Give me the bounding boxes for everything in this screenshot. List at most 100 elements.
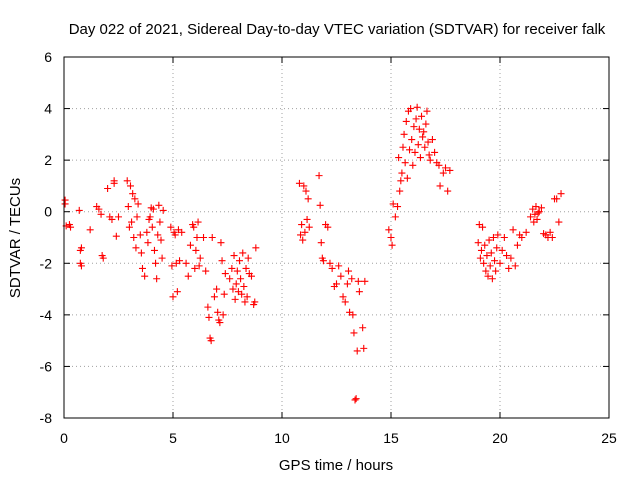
data-point (394, 203, 402, 211)
data-point (214, 308, 222, 316)
data-point (230, 252, 238, 260)
y-tick-label: -8 (40, 410, 53, 426)
y-tick-label: -6 (40, 358, 53, 374)
data-point (424, 138, 432, 146)
y-tick-label: 2 (44, 152, 52, 168)
data-point (191, 264, 199, 272)
data-point (534, 209, 542, 217)
data-point (533, 215, 541, 223)
data-point (353, 347, 361, 355)
data-point (339, 293, 347, 301)
data-point (176, 257, 184, 265)
data-point (326, 259, 334, 267)
data-point (143, 228, 151, 236)
data-point (546, 228, 554, 236)
data-point (317, 239, 325, 247)
data-point (344, 267, 352, 275)
data-point (522, 228, 530, 236)
data-point (555, 218, 563, 226)
data-point (477, 246, 485, 254)
data-point (387, 234, 395, 241)
data-point (156, 218, 164, 226)
data-point (385, 226, 393, 234)
data-point (511, 262, 519, 270)
data-point (194, 218, 202, 226)
data-point (226, 275, 234, 283)
y-tick-label: -2 (40, 255, 53, 271)
data-point (537, 204, 545, 212)
data-point (409, 161, 417, 169)
data-point (77, 244, 85, 252)
data-point (208, 234, 216, 241)
x-tick-label: 5 (169, 430, 177, 446)
data-point (123, 177, 131, 185)
data-point (481, 241, 489, 249)
data-point (349, 311, 357, 319)
data-point (171, 231, 179, 239)
data-point (149, 205, 157, 213)
data-point (410, 123, 418, 131)
data-point (129, 190, 137, 198)
data-points (61, 103, 565, 404)
data-point (431, 148, 439, 156)
data-point (205, 313, 213, 321)
x-axis-title: GPS time / hours (279, 457, 393, 474)
data-point (361, 277, 369, 285)
data-point (489, 234, 497, 241)
data-point (354, 277, 362, 285)
data-point (238, 290, 246, 298)
data-point (480, 259, 488, 267)
data-point (243, 293, 251, 301)
data-point (108, 215, 116, 223)
data-point (400, 130, 408, 138)
data-point (359, 324, 367, 332)
data-point (97, 210, 105, 218)
data-point (509, 226, 517, 234)
data-point (335, 262, 343, 270)
data-point (482, 267, 490, 275)
x-tick-label: 25 (601, 430, 617, 446)
data-point (398, 169, 406, 177)
data-point (428, 136, 436, 144)
data-point (304, 195, 312, 203)
data-point (426, 156, 434, 164)
data-point (532, 203, 540, 211)
data-point (299, 236, 307, 244)
data-point (442, 164, 449, 172)
data-point (86, 226, 94, 234)
data-point (535, 208, 543, 216)
data-point (150, 246, 158, 254)
data-point (421, 143, 429, 151)
data-point (159, 206, 167, 214)
data-point (444, 187, 452, 195)
data-point (195, 262, 203, 270)
data-point (61, 200, 69, 208)
data-point (389, 200, 397, 208)
data-point (298, 221, 306, 229)
data-point (395, 154, 403, 162)
data-point (152, 259, 160, 267)
data-point (239, 249, 247, 257)
data-point (110, 177, 118, 185)
data-point (300, 182, 308, 190)
data-point (407, 105, 415, 113)
data-point (184, 272, 192, 280)
data-point (507, 254, 515, 262)
data-point (231, 295, 239, 303)
data-point (134, 200, 142, 208)
data-point (295, 179, 303, 187)
data-point (232, 280, 240, 288)
data-point (316, 201, 324, 209)
data-point (479, 223, 487, 231)
data-point (302, 187, 310, 195)
data-point (141, 272, 149, 280)
data-point (228, 264, 236, 272)
data-point (415, 125, 423, 133)
x-tick-labels: 0 5 10 15 20 25 (60, 430, 617, 446)
data-point (337, 272, 345, 280)
data-point (193, 234, 201, 241)
data-point (423, 107, 431, 115)
data-point (435, 161, 443, 169)
data-point (402, 117, 410, 125)
data-point (483, 252, 491, 260)
